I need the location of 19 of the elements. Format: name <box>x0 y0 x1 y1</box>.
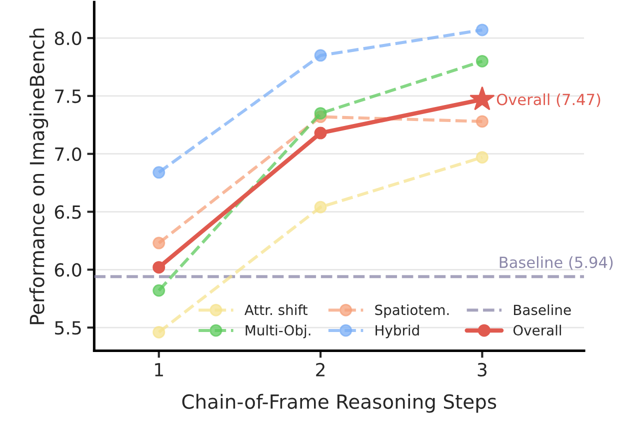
y-tick-label: 7.0 <box>55 147 82 161</box>
legend-label: Multi-Obj. <box>246 324 310 338</box>
y-axis-title: Performance on ImagineBench <box>29 28 48 324</box>
x-tick-label: 3 <box>478 362 486 377</box>
legend-label: Spatiotem. <box>375 304 449 318</box>
x-tick-label: 2 <box>316 362 324 376</box>
y-tick-label: 6.5 <box>54 205 81 219</box>
y-tick-label: 6.0 <box>54 263 82 277</box>
y-tick-label: 7.5 <box>55 90 81 104</box>
legend-label: Attr. shift <box>244 304 308 316</box>
legend-label: Baseline <box>514 304 571 316</box>
legend-label: Overall <box>513 324 561 336</box>
annotation: Baseline (5.94) <box>500 256 613 270</box>
x-axis-title: Chain-of-Frame Reasoning Steps <box>182 394 496 413</box>
y-tick-label: 5.5 <box>55 321 81 335</box>
legend-label: Hybrid <box>376 324 419 338</box>
annotation: Overall (7.47) <box>496 93 600 108</box>
y-tick-label: 8.0 <box>54 32 82 46</box>
x-tick-label: 1 <box>155 363 163 376</box>
